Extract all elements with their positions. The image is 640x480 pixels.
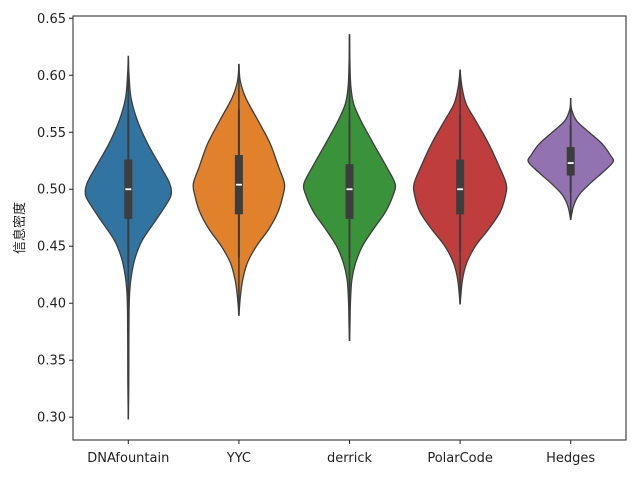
plot-frame xyxy=(72,15,627,441)
violin-iqr-box xyxy=(566,147,575,176)
x-tick-label: derrick xyxy=(327,451,372,466)
violin-hedges xyxy=(527,98,615,221)
violin-dnafountain xyxy=(84,55,173,420)
y-axis-label: 信息密度 xyxy=(12,202,28,254)
y-tick-label: 0.65 xyxy=(37,12,66,27)
violin-polarcode xyxy=(412,69,508,305)
x-tick-label: YYC xyxy=(226,451,251,466)
y-tick-label: 0.45 xyxy=(37,240,66,255)
y-tick-label: 0.35 xyxy=(37,354,66,369)
violin-iqr-box xyxy=(345,164,354,219)
violin-derrick xyxy=(302,34,397,341)
violin-yyc xyxy=(192,63,286,316)
violin-iqr-box xyxy=(456,159,465,215)
y-tick-label: 0.55 xyxy=(37,126,66,141)
y-tick-label: 0.60 xyxy=(37,69,66,84)
y-tick-label: 0.30 xyxy=(37,411,66,426)
x-tick-label: PolarCode xyxy=(427,451,493,466)
y-tick-label: 0.50 xyxy=(37,183,66,198)
x-tick-label: DNAfountain xyxy=(87,451,169,466)
x-axis: DNAfountain YYC derrick PolarCode Hedges xyxy=(87,440,595,466)
y-axis: 0.30 0.35 0.40 0.45 0.50 0.55 0.60 0.65 xyxy=(37,12,73,426)
y-tick-label: 0.40 xyxy=(37,297,66,312)
x-tick-label: Hedges xyxy=(546,451,595,466)
violins-group xyxy=(84,34,615,420)
